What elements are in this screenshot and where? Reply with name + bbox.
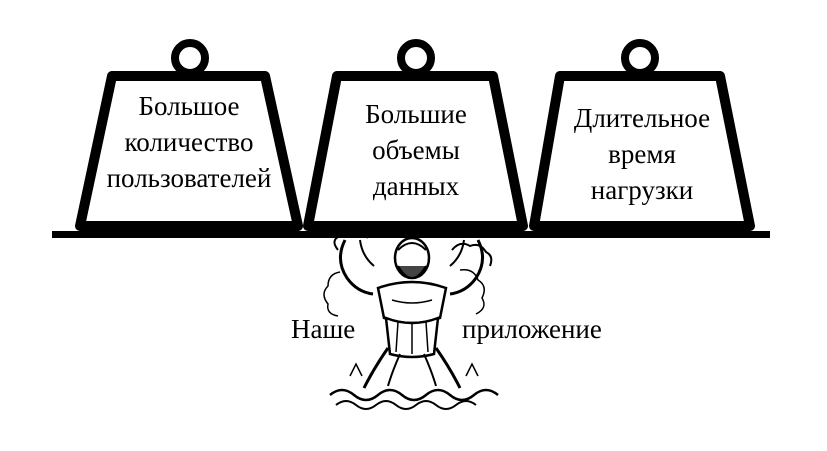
caption-left: Наше: [291, 314, 356, 344]
weight-label-line: нагрузки: [590, 175, 694, 205]
weight-label-line: время: [608, 139, 676, 169]
weight-label-line: пользователей: [106, 163, 272, 193]
caption-right: приложение: [462, 314, 602, 344]
weight-label-line: количество: [124, 127, 254, 157]
weight-label-load-duration: Длительное время нагрузки: [544, 100, 740, 208]
weight-label-line: Длительное: [573, 103, 711, 133]
kettlebell-weight-icon: [75, 39, 303, 231]
weight-label-line: Большое: [138, 91, 240, 121]
weight-label-line: Большие: [365, 99, 467, 129]
weight-label-line: объемы: [372, 135, 460, 165]
kettlebell-weight-icon: [529, 39, 755, 231]
bar-line: [52, 231, 770, 238]
weight-label-line: данных: [372, 171, 460, 201]
weight-label-data-volume: Большие объемы данных: [318, 96, 514, 204]
kettlebell-weight-icon: [303, 39, 528, 231]
weight-label-users: Большое количество пользователей: [90, 88, 288, 196]
atlas-figure-icon: [323, 231, 499, 410]
